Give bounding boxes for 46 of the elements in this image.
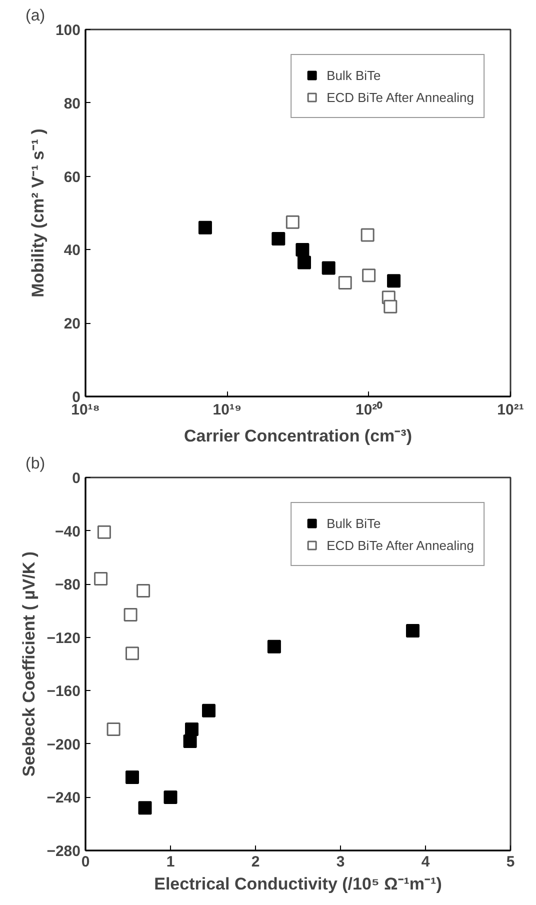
legend-label: ECD BiTe After Annealing — [326, 538, 474, 552]
chart-title: (a) — [26, 8, 46, 24]
point — [94, 572, 108, 586]
y-tick-label: −40 — [55, 523, 81, 540]
y-tick-label: 60 — [64, 168, 81, 186]
y-tick-label: 0 — [72, 470, 80, 487]
point — [267, 640, 281, 654]
x-tick-label: 3 — [336, 854, 345, 870]
y-tick-label: −120 — [46, 630, 81, 647]
legend-label: Bulk BiTe — [326, 516, 381, 530]
y-tick-label: 100 — [55, 22, 81, 39]
legend-label: ECD BiTe After Annealing — [326, 90, 474, 104]
y-axis-title: Seebeck Coefficient ( µV/K ) — [20, 551, 39, 777]
y-tick-label: −280 — [46, 843, 81, 860]
point — [138, 801, 152, 815]
y-tick-label: −200 — [46, 736, 81, 754]
x-tick-label: 1 — [166, 854, 175, 870]
point — [126, 770, 139, 784]
point — [136, 584, 150, 598]
x-tick-label: 2 — [251, 854, 260, 870]
point — [124, 608, 138, 622]
point — [406, 624, 420, 638]
x-tick-label: 10²¹ — [497, 402, 524, 418]
x-tick-label: 5 — [506, 854, 515, 870]
point — [185, 722, 198, 736]
y-axis-title: Mobility (cm² V⁻¹ s⁻¹ ) — [28, 128, 48, 298]
point — [126, 646, 139, 660]
point — [106, 722, 120, 736]
x-tick-label: 10¹⁹ — [212, 402, 242, 418]
chart-title: (b) — [26, 456, 46, 472]
y-tick-label: −80 — [55, 576, 81, 594]
y-tick-label: 20 — [64, 316, 81, 333]
legend-label: Bulk BiTe — [326, 68, 381, 82]
x-axis-title: Carrier Concentration (cm⁻³) — [184, 426, 412, 446]
x-axis-title: Electrical Conductivity (/10⁵ Ω⁻¹m⁻¹) — [154, 874, 442, 894]
x-tick-label: 10²⁰ — [355, 400, 384, 418]
y-tick-label: −240 — [46, 790, 81, 807]
point — [202, 704, 216, 718]
point — [97, 525, 111, 539]
x-tick-label: 4 — [421, 854, 430, 870]
point — [183, 734, 197, 748]
point — [164, 790, 178, 804]
y-tick-label: −160 — [46, 683, 81, 700]
y-tick-label: 80 — [64, 95, 81, 112]
x-tick-label: 10¹⁸ — [71, 402, 100, 418]
y-tick-label: 40 — [64, 242, 81, 260]
